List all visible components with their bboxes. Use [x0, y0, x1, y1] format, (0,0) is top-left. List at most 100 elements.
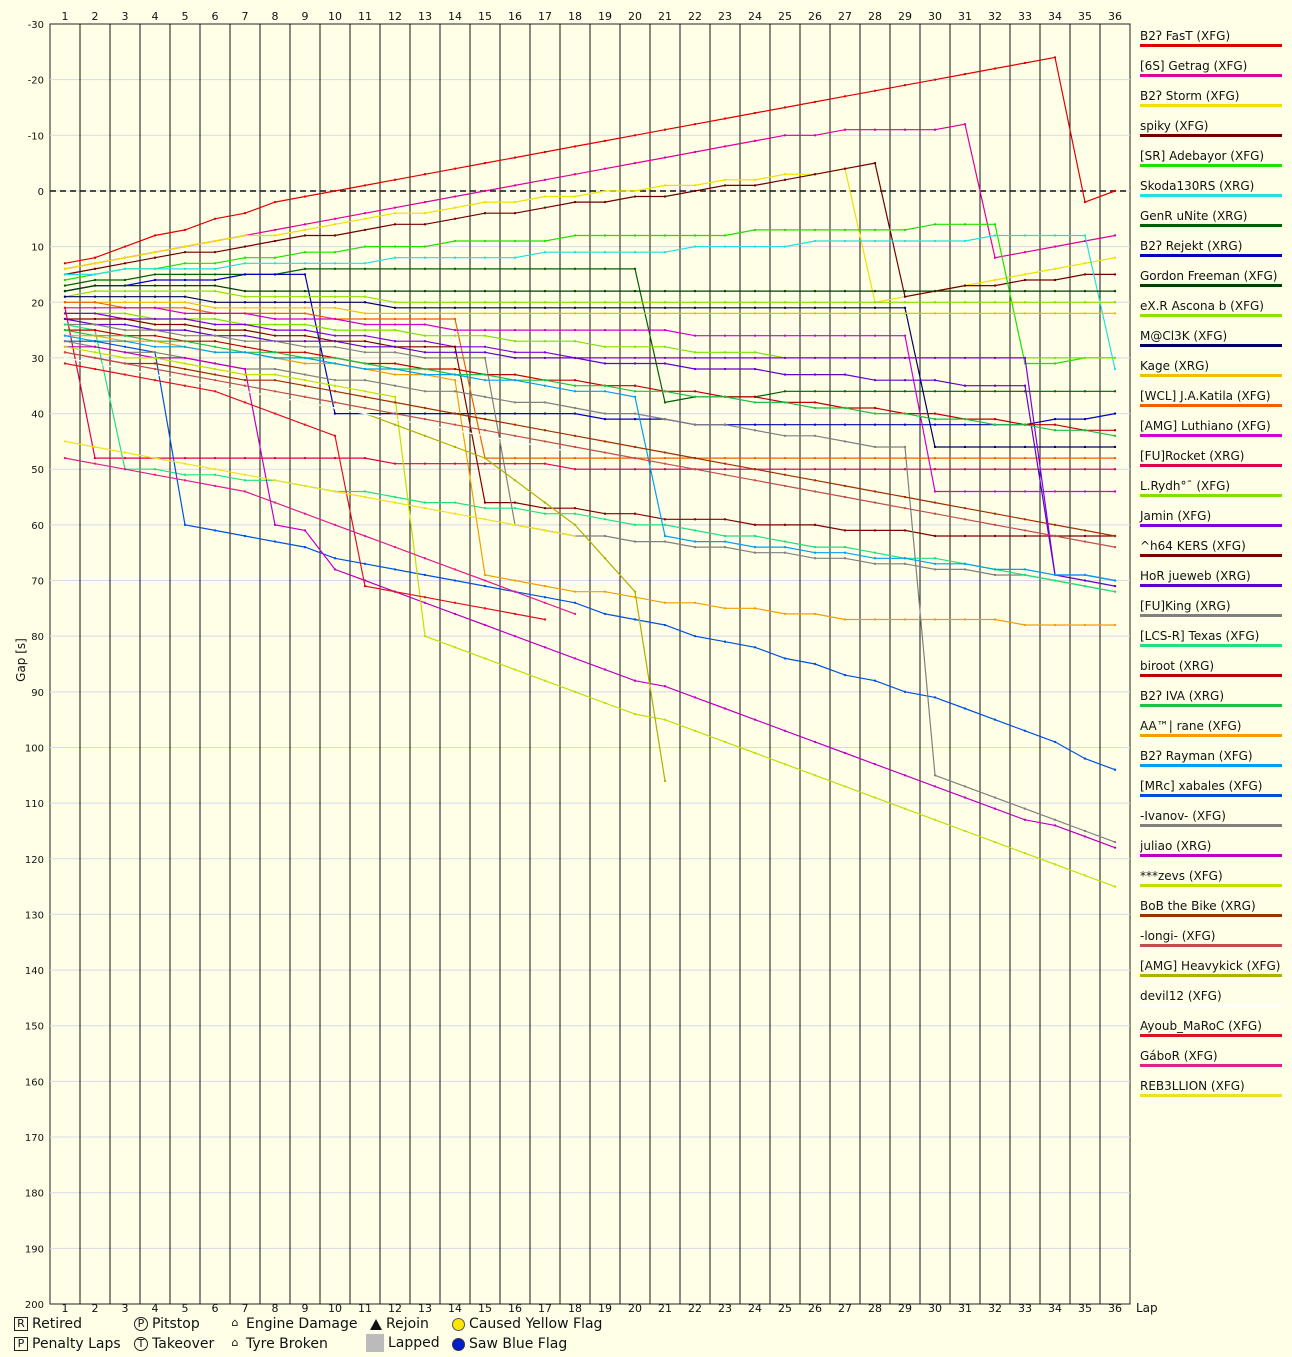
series-point: [393, 545, 397, 549]
series-point: [393, 462, 397, 465]
series-point: [723, 540, 727, 543]
series-point: [483, 607, 487, 610]
x-tick-label: 2: [92, 1302, 99, 1315]
series-line: [64, 351, 1116, 548]
y-tick-label: 190: [25, 1244, 44, 1255]
series-point: [123, 367, 127, 371]
series-point: [123, 317, 127, 321]
series-point: [453, 195, 457, 198]
x-tick-label: 17: [538, 10, 552, 23]
series-point: [213, 273, 217, 276]
series-point: [453, 390, 457, 393]
series-point: [1113, 445, 1117, 449]
series-point: [333, 378, 337, 382]
series-point: [303, 234, 307, 237]
series-point: [783, 356, 787, 360]
series-point: [723, 534, 727, 538]
series-point: [303, 250, 307, 254]
series-point: [453, 239, 457, 243]
series-point: [153, 367, 157, 371]
series-point: [333, 306, 337, 310]
series-point: [333, 295, 337, 298]
series-point: [393, 417, 397, 421]
series-point: [993, 223, 997, 226]
series-point: [303, 328, 307, 332]
series-point: [423, 345, 427, 348]
series-point: [243, 384, 247, 387]
series-point: [303, 401, 307, 404]
series-point: [483, 328, 487, 332]
x-tick-label: 28: [868, 1302, 882, 1315]
series-point: [663, 523, 667, 527]
series-point: [783, 289, 787, 293]
series-line: [64, 273, 1116, 426]
legend-swatch: [1140, 614, 1282, 617]
series-point: [603, 289, 607, 293]
legend-label: [FU]Rocket (XRG): [1140, 449, 1245, 463]
series-point: [963, 518, 967, 521]
series-point: [873, 468, 877, 471]
series-point: [363, 390, 367, 393]
series-point: [633, 412, 637, 415]
series-point: [303, 512, 307, 515]
series-point: [963, 456, 967, 460]
series-point: [603, 612, 607, 616]
series-point: [123, 278, 127, 282]
series-point: [93, 284, 97, 287]
series-point: [603, 451, 607, 454]
series-point: [993, 490, 997, 493]
series-point: [1083, 874, 1087, 877]
series-point: [1023, 312, 1027, 315]
series-point: [543, 584, 547, 588]
series-point: [423, 245, 427, 248]
series-point: [783, 612, 787, 616]
x-tick-label: 34: [1048, 1302, 1062, 1315]
x-tick-label: 26: [808, 1302, 822, 1315]
series-point: [573, 234, 577, 237]
series-point: [933, 562, 937, 566]
series-point: [573, 267, 577, 271]
series-point: [633, 312, 637, 315]
series-line: [64, 457, 576, 615]
series-point: [903, 301, 907, 304]
series-point: [123, 456, 127, 460]
series-point: [513, 668, 517, 671]
series-point: [483, 501, 487, 504]
x-tick-label: 22: [688, 1302, 702, 1315]
x-tick-label: 36: [1108, 10, 1122, 23]
series-point: [153, 473, 157, 476]
series-point: [723, 145, 727, 148]
series-point: [573, 451, 577, 454]
series-point: [783, 312, 787, 315]
series-point: [993, 301, 997, 304]
series-point: [393, 212, 397, 215]
series-point: [453, 462, 457, 465]
series-point: [813, 390, 817, 393]
series-point: [123, 340, 127, 343]
series-point: [213, 367, 217, 371]
series-point: [1083, 262, 1087, 265]
series-point: [213, 340, 217, 343]
series-point: [183, 317, 187, 321]
legend-item: HoR jueweb (XRG): [1136, 564, 1286, 594]
series-point: [993, 573, 997, 577]
series-point: [273, 273, 277, 276]
series-point: [93, 289, 97, 293]
legend-swatch: [1140, 284, 1282, 287]
series-point: [873, 239, 877, 243]
series-point: [543, 289, 547, 293]
series-point: [993, 384, 997, 387]
x-tick-label: 7: [242, 1302, 249, 1315]
series-point: [243, 367, 247, 371]
series-point: [303, 323, 307, 326]
series-point: [663, 301, 667, 304]
series-point: [333, 328, 337, 332]
series-point: [1023, 529, 1027, 532]
series-point: [933, 696, 937, 699]
series-point: [603, 200, 607, 204]
series-point: [573, 390, 577, 393]
series-point: [873, 618, 877, 621]
series-point: [753, 306, 757, 310]
series-point: [393, 501, 397, 504]
series-point: [513, 412, 517, 415]
